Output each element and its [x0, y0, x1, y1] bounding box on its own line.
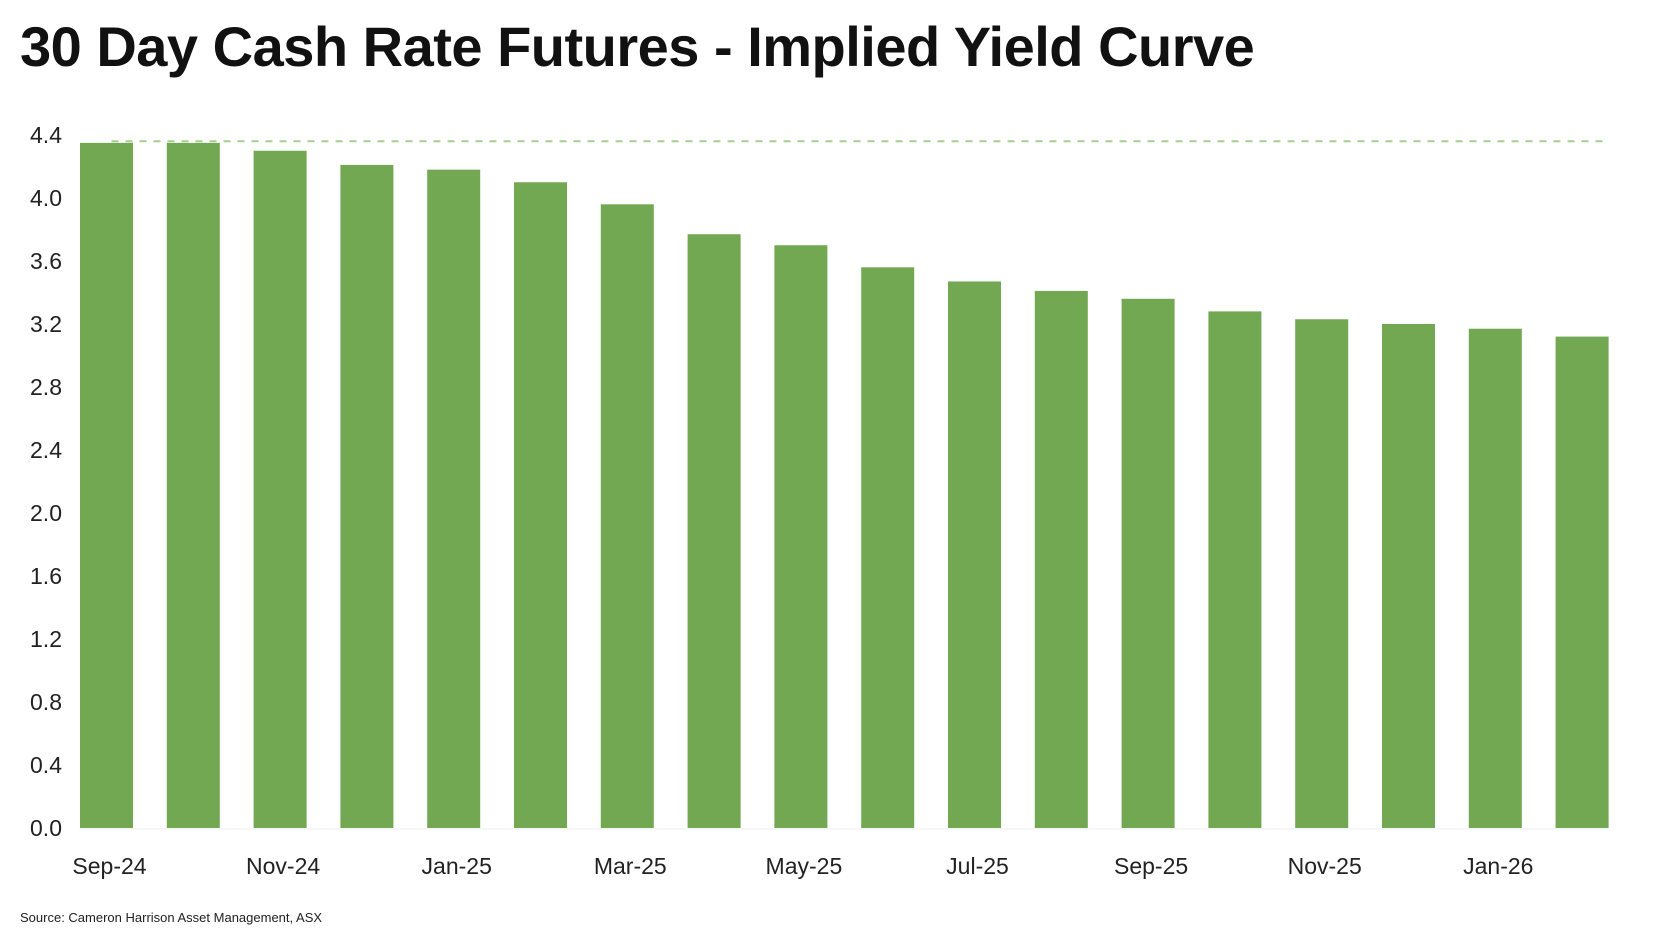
bar-jul-25: [948, 281, 1001, 829]
x-tick-label: May-25: [766, 853, 843, 879]
bar-jun-25: [861, 267, 915, 828]
y-tick-label: 3.2: [30, 311, 62, 337]
x-tick-label: Sep-25: [1114, 853, 1188, 879]
chart-title: 30 Day Cash Rate Futures - Implied Yield…: [20, 15, 1255, 78]
x-tick-label: Jan-26: [1463, 853, 1533, 879]
x-tick-label: Jan-25: [422, 853, 492, 879]
y-tick-label: 1.2: [30, 626, 62, 652]
x-tick-label: Jul-25: [946, 853, 1009, 879]
bar-nov-25: [1295, 319, 1349, 828]
y-tick-label: 3.6: [30, 248, 62, 274]
y-tick-label: 1.6: [30, 563, 62, 589]
bar-feb-25: [514, 182, 567, 828]
y-tick-label: 2.4: [30, 437, 62, 463]
bar-dec-24: [340, 164, 394, 829]
x-tick-label: Sep-24: [72, 853, 146, 879]
y-tick-label: 4.0: [30, 185, 62, 211]
bar-oct-24: [166, 142, 220, 828]
x-tick-label: Nov-24: [246, 853, 320, 879]
bar-feb-26: [1555, 336, 1609, 828]
bar-dec-25: [1382, 324, 1435, 828]
bar-sep-24: [80, 142, 133, 828]
x-tick-label: Mar-25: [594, 853, 667, 879]
bar-jan-25: [427, 169, 481, 828]
y-tick-label: 0.0: [30, 815, 62, 841]
x-tick-label: Nov-25: [1288, 853, 1362, 879]
y-tick-label: 2.0: [30, 500, 62, 526]
bar-mar-25: [600, 204, 654, 829]
bar-sep-25: [1121, 298, 1175, 828]
y-tick-label: 0.8: [30, 689, 62, 715]
bar-apr-25: [687, 234, 741, 829]
source-note: Source: Cameron Harrison Asset Managemen…: [20, 910, 323, 925]
y-tick-label: 0.4: [30, 752, 62, 778]
bar-oct-25: [1208, 311, 1262, 828]
y-tick-label: 4.4: [30, 122, 62, 148]
bar-jan-26: [1468, 328, 1522, 828]
bar-nov-24: [253, 150, 307, 828]
y-tick-label: 2.8: [30, 374, 62, 400]
bar-aug-25: [1034, 290, 1088, 828]
bar-may-25: [774, 245, 828, 828]
